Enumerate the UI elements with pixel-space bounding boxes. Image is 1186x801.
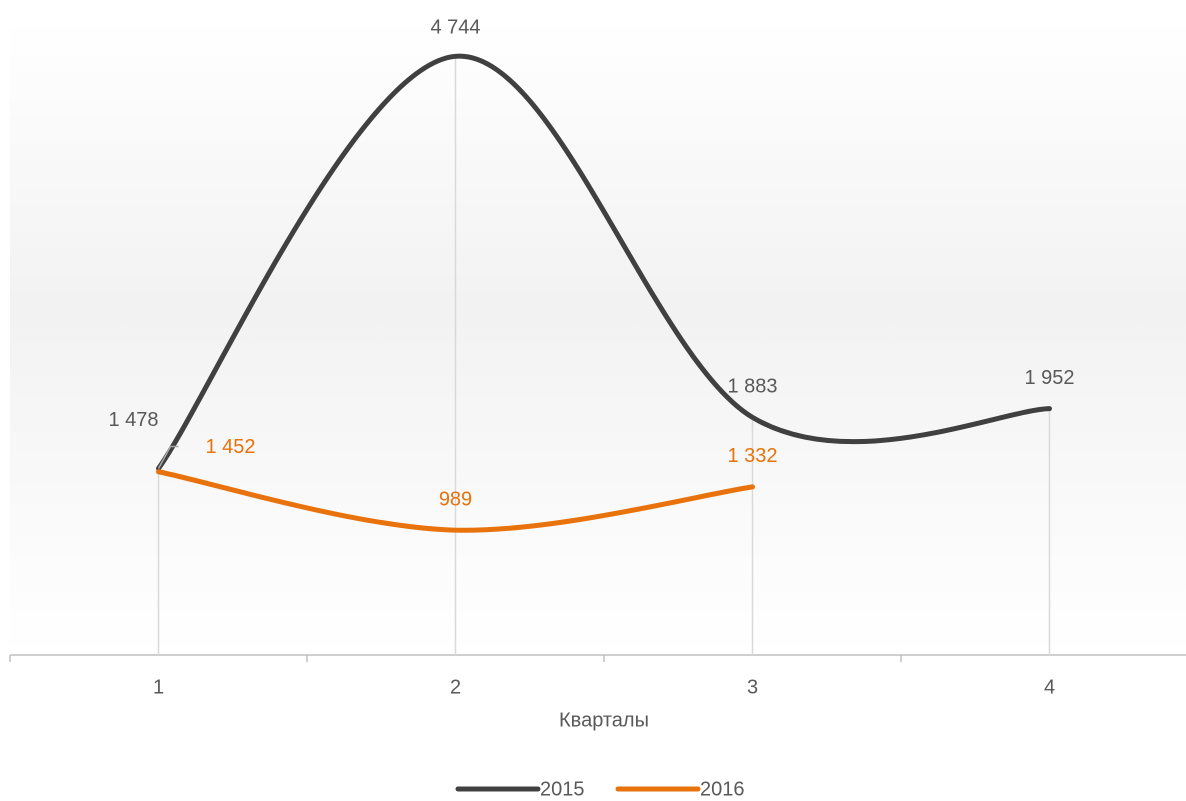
x-tick-label: 3: [747, 676, 758, 698]
plot-background: [10, 20, 1186, 655]
label-leader: [157, 445, 179, 469]
x-axis-title: Кварталы: [559, 709, 649, 731]
x-tick-label: 1: [153, 676, 164, 698]
series-line: [156, 53, 1052, 471]
data-label: 1 478: [108, 409, 158, 431]
data-label: 989: [439, 488, 472, 510]
data-label: 1 452: [205, 436, 255, 458]
data-label: 4 744: [430, 17, 480, 39]
legend-label: 2016: [700, 778, 745, 800]
x-tick-label: 4: [1044, 676, 1055, 698]
x-tick-label: 2: [450, 676, 461, 698]
data-label: 1 332: [727, 445, 777, 467]
legend-label: 2015: [540, 778, 585, 800]
data-label: 1 883: [727, 376, 777, 398]
data-label: 1 952: [1024, 367, 1074, 389]
series-line: [156, 469, 755, 533]
